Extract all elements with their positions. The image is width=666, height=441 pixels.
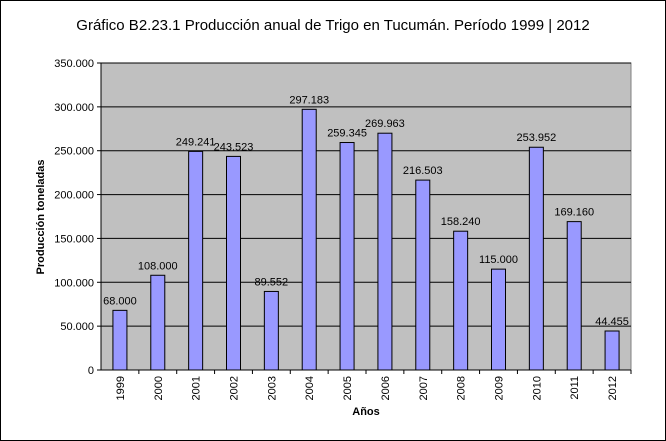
y-tick-label: 100.000 [54,277,94,289]
bar [150,274,166,371]
y-tick-label: 250.000 [54,146,94,158]
x-tick-label: 2000 [153,376,165,400]
y-tick-label: 350.000 [54,58,94,70]
y-axis-title: Producción toneladas [35,160,47,275]
data-label: 44.455 [595,316,629,328]
data-label: 259.345 [327,128,367,140]
x-axis-title: Años [352,406,380,418]
bar [491,268,506,371]
chart-title: Gráfico B2.23.1 Producción anual de Trig… [76,17,590,34]
x-tick-label: 2010 [531,376,543,400]
x-tick-label: 2002 [229,376,241,400]
data-label: 249.241 [176,136,216,148]
y-tick-label: 0 [88,365,94,377]
data-label: 269.963 [365,118,405,130]
y-tick-label: 300.000 [54,102,94,114]
y-tick-label: 200.000 [54,190,94,202]
x-tick-label: 2007 [418,376,430,400]
bar [339,142,355,371]
x-tick-label: 2011 [569,376,581,400]
bar [528,146,544,371]
bar [112,309,128,371]
plot-area [100,62,632,371]
bar [188,150,204,371]
x-tick-label: 2005 [342,376,354,400]
data-label: 253.952 [516,132,556,144]
data-label: 243.523 [214,141,254,153]
bar [301,108,317,371]
bar [415,179,431,371]
data-label: 158.240 [441,216,481,228]
data-label: 89.552 [255,276,289,288]
bar [263,290,279,371]
x-tick-label: 2003 [266,376,278,400]
x-tick-label: 2009 [494,376,506,400]
bar [566,221,582,371]
x-tick-label: 1999 [115,376,127,400]
x-tick-label: 2001 [191,376,203,400]
data-label: 108.000 [138,260,178,272]
y-tick-label: 150.000 [54,233,94,245]
bar [377,132,393,371]
x-tick-label: 2004 [304,376,316,400]
x-tick-label: 2008 [456,376,468,400]
x-tick-label: 2012 [607,376,619,400]
bar [604,330,620,371]
data-label: 216.503 [403,165,443,177]
data-label: 169.160 [554,207,594,219]
x-tick-label: 2006 [380,376,392,400]
data-label: 297.183 [289,94,329,106]
bar [226,155,241,371]
bar [453,230,469,371]
y-tick-label: 50.000 [60,321,94,333]
data-label: 68.000 [103,295,137,307]
data-label: 115.000 [479,254,518,266]
